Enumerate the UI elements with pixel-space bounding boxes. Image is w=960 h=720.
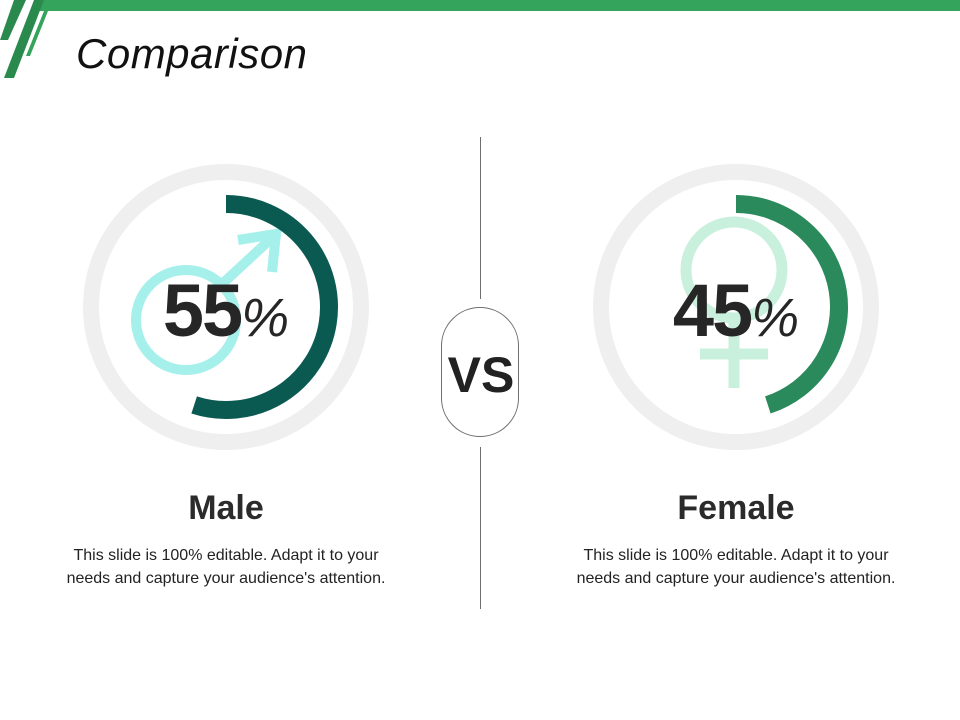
male-label: Male (188, 489, 264, 527)
male-gauge: 55% (76, 160, 376, 460)
header-slash-1 (0, 0, 26, 40)
male-percent-value: 55 (162, 269, 243, 352)
female-description: This slide is 100% editable. Adapt it to… (576, 547, 896, 587)
female-label: Female (677, 489, 795, 527)
female-percent: 45% (586, 268, 886, 353)
page-title: Comparison (76, 30, 308, 77)
divider-top (480, 137, 481, 299)
female-gauge-svg (593, 164, 879, 450)
female-gauge-arc (735, 195, 848, 414)
divider-bottom (480, 447, 481, 609)
vs-badge: VS (441, 307, 519, 437)
male-gauge-arc (191, 195, 338, 419)
male-symbol-icon (131, 228, 282, 375)
header-slash-2 (4, 0, 44, 78)
male-gauge-track (83, 164, 369, 450)
female-percent-symbol: % (751, 288, 800, 348)
header-stripe (34, 0, 960, 11)
female-gauge: 45% (586, 160, 886, 460)
male-description: This slide is 100% editable. Adapt it to… (66, 547, 386, 587)
male-percent-symbol: % (241, 288, 290, 348)
female-symbol-icon (680, 216, 788, 388)
male-percent: 55% (76, 268, 376, 353)
male-gauge-svg (83, 164, 369, 450)
female-gauge-track (593, 164, 879, 450)
header-slash-3 (26, 6, 50, 56)
vs-label: VS (447, 347, 515, 403)
header-decoration (0, 0, 960, 78)
female-percent-value: 45 (672, 269, 753, 352)
